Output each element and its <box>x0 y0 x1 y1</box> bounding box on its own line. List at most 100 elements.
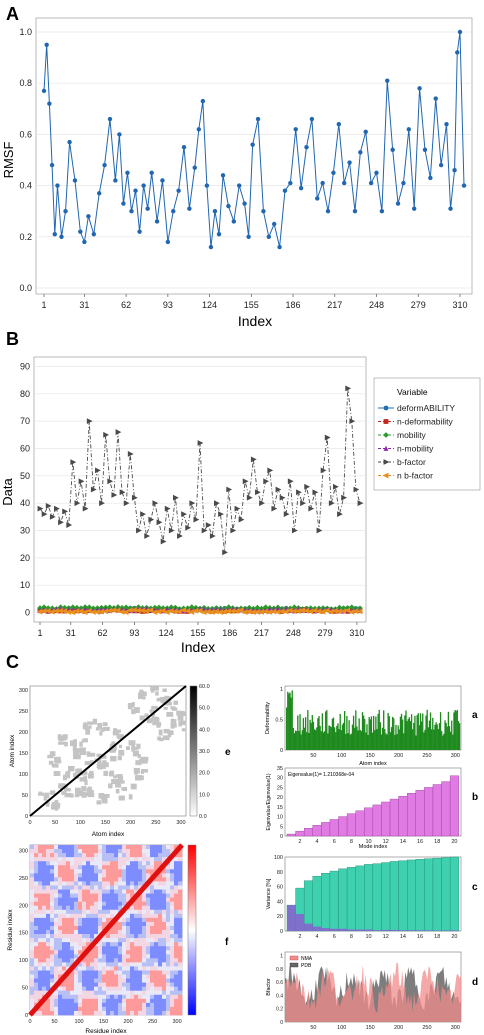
correlation-cell <box>42 861 47 866</box>
correlation-cell <box>98 1006 103 1012</box>
correlation-cell <box>74 1002 79 1008</box>
correlation-cell <box>94 909 99 915</box>
correlation-cell <box>42 990 47 996</box>
correlation-cell <box>106 865 111 870</box>
correlation-cell <box>90 962 95 967</box>
variance-individual-bar <box>347 929 356 931</box>
correlation-cell <box>38 970 43 975</box>
correlation-cell <box>142 1006 147 1012</box>
eigenvalue-ytick-label: 30 <box>277 776 283 782</box>
correlation-cell <box>110 990 115 996</box>
eigenvalue-xtick-label: 8 <box>350 839 353 845</box>
correlation-cell <box>50 925 55 931</box>
correlation-cell <box>66 998 71 1004</box>
correlation-cell <box>150 889 155 894</box>
correlation-cell <box>134 982 139 987</box>
series-point <box>126 607 133 614</box>
eigenvalue-ytick-label: 25 <box>277 785 283 791</box>
variance-individual-bar <box>338 928 348 931</box>
correlation-cell <box>118 954 123 959</box>
contact-ytick-label: 0 <box>25 814 28 820</box>
rmsf-point <box>395 201 401 206</box>
correlation-cell <box>74 974 79 979</box>
correlation-cell <box>110 1010 115 1016</box>
correlation-cell <box>90 934 95 939</box>
correlation-cell <box>130 865 135 870</box>
contact-cell <box>84 793 90 797</box>
correlation-cell <box>30 982 35 987</box>
correlation-cell <box>158 921 163 927</box>
correlation-cell <box>78 974 83 979</box>
correlation-cell <box>70 913 75 919</box>
correlation-cell <box>158 938 163 943</box>
correlation-cell <box>82 978 87 983</box>
correlation-cell <box>146 893 151 898</box>
contact-cell <box>181 728 186 732</box>
rmsf-point <box>196 127 202 132</box>
correlation-cell <box>66 938 71 943</box>
eigenvalue-ytick-label: 5 <box>280 824 283 830</box>
correlation-cell <box>150 982 155 987</box>
correlation-cell <box>66 958 71 963</box>
correlation-cell <box>78 1006 83 1012</box>
correlation-cell <box>50 934 55 939</box>
correlation-cell <box>62 901 67 907</box>
correlation-cell <box>118 978 123 983</box>
correlation-cell <box>70 930 75 935</box>
correlation-cell <box>78 934 83 939</box>
series-point <box>324 434 331 441</box>
correlation-cell <box>166 845 171 850</box>
correlation-cell <box>146 913 151 919</box>
correlation-cell <box>54 1002 59 1008</box>
legend-marker <box>383 445 389 451</box>
rmsf-point <box>113 178 118 183</box>
correlation-cell <box>174 885 179 890</box>
correlation-cell <box>118 946 123 951</box>
correlation-cell <box>130 966 135 971</box>
correlation-cell <box>166 982 171 987</box>
correlation-cell <box>70 869 75 874</box>
deformability-bar <box>316 727 318 750</box>
correlation-cell <box>42 925 47 931</box>
correlation-cell <box>94 1010 99 1016</box>
correlation-cell <box>174 881 179 886</box>
correlation-cell <box>66 946 71 951</box>
correlation-cell <box>54 930 59 935</box>
correlation-cell <box>94 861 99 866</box>
contact-xtick-label: 0 <box>28 820 31 826</box>
rmsf-point <box>52 232 57 237</box>
correlation-cell <box>98 925 103 931</box>
variance-ytick-label: 40 <box>277 899 283 905</box>
correlation-cell <box>130 849 135 854</box>
series-point <box>151 609 158 616</box>
correlation-cell <box>142 861 147 866</box>
correlation-cell <box>86 958 91 963</box>
correlation-cell <box>178 921 183 927</box>
deformability-bar <box>306 732 308 750</box>
correlation-cell <box>58 990 63 996</box>
correlation-cell <box>74 966 79 971</box>
rmsf-point <box>320 180 325 186</box>
correlation-cell <box>154 978 159 983</box>
series-point <box>270 608 277 615</box>
correlation-cell <box>142 942 147 947</box>
correlation-cell <box>66 869 71 874</box>
correlation-cell <box>134 1002 139 1008</box>
correlation-cell <box>42 869 47 874</box>
correlation-cell <box>166 958 171 963</box>
correlation-cell <box>154 897 159 902</box>
contact-cell <box>84 779 88 786</box>
correlation-cell <box>154 921 159 927</box>
contact-cell <box>160 696 168 701</box>
series-point <box>123 500 130 507</box>
correlation-cell <box>162 885 167 890</box>
correlation-cell <box>46 881 51 886</box>
correlation-cell <box>162 962 167 967</box>
eigenvalue-bar <box>329 819 339 837</box>
correlation-cell <box>86 893 91 898</box>
bfactor-ytick-label: 0.4 <box>276 993 283 999</box>
series-point <box>140 511 146 518</box>
correlation-cell <box>90 994 95 1000</box>
deformability-bar <box>422 713 424 750</box>
deformability-bar <box>431 729 433 750</box>
